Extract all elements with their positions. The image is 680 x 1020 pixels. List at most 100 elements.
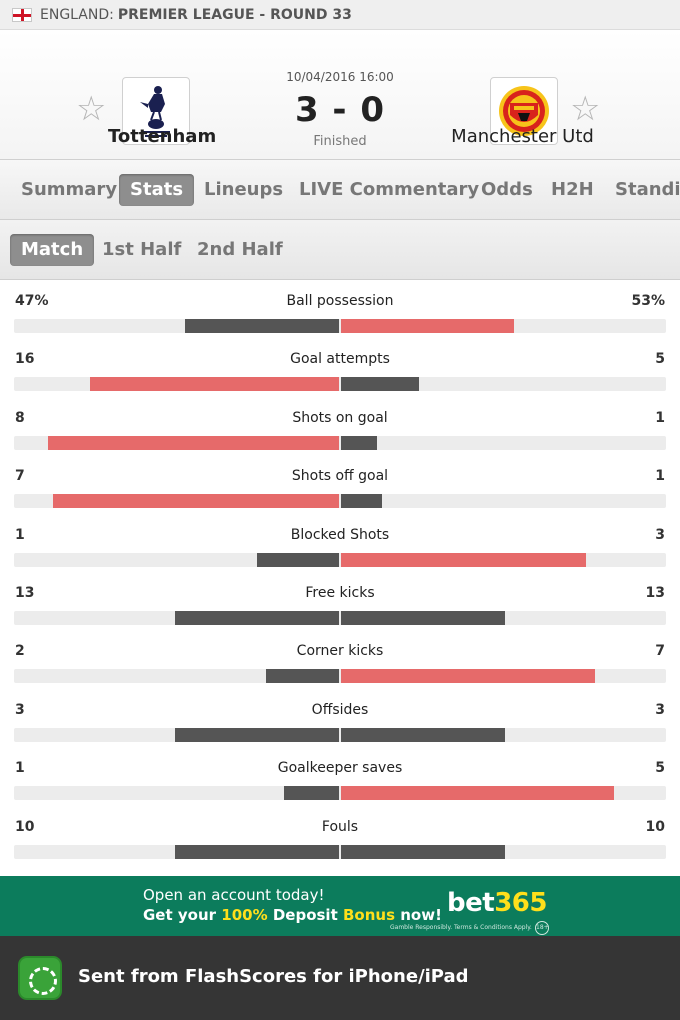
subtab-2nd-half[interactable]: 2nd Half <box>197 239 283 260</box>
stat-home-value: 10 <box>15 818 35 835</box>
stat-bar-home <box>175 844 339 859</box>
stat-row: 10 Fouls 10 <box>0 808 680 866</box>
stat-bar-away <box>341 844 505 859</box>
tab-stats[interactable]: Stats <box>119 174 195 206</box>
stat-name: Free kicks <box>305 584 375 601</box>
league-competition: PREMIER LEAGUE - ROUND 33 <box>117 6 352 23</box>
stat-bar-away <box>341 610 505 625</box>
tab-summary[interactable]: Summary <box>21 179 118 200</box>
stat-bar-home <box>284 786 339 801</box>
stat-name: Blocked Shots <box>290 526 390 543</box>
ad-banner[interactable]: Open an account today! Get your 100% Dep… <box>0 876 680 936</box>
stat-bar-away <box>341 494 382 509</box>
subtab-match[interactable]: Match <box>10 234 95 266</box>
stat-row: 47% Ball possession 53% <box>0 282 680 340</box>
stat-name: Goalkeeper saves <box>277 760 403 777</box>
main-tabs: Summary Stats Lineups LIVE Commentary Od… <box>0 160 680 220</box>
stat-row: 16 Goal attempts 5 <box>0 340 680 398</box>
stat-name: Shots off goal <box>291 468 389 485</box>
man-utd-crest-icon[interactable] <box>490 77 558 145</box>
stat-away-value: 10 <box>645 818 665 835</box>
stat-bar-home <box>175 610 339 625</box>
sent-from-text: Sent from FlashScores for iPhone/iPad <box>78 966 469 987</box>
stat-away-value: 5 <box>655 351 665 368</box>
flashscore-app-icon[interactable] <box>18 956 62 1000</box>
share-footer: Sent from FlashScores for iPhone/iPad <box>0 936 680 1020</box>
age-badge: 18+ <box>535 921 549 935</box>
stat-home-value: 8 <box>15 409 25 426</box>
stat-row: 13 Free kicks 13 <box>0 574 680 632</box>
stat-name: Shots on goal <box>292 409 388 426</box>
stat-bar-home <box>185 319 339 333</box>
stat-away-value: 3 <box>655 701 665 718</box>
match-score: 3 - 0 <box>294 90 386 130</box>
stat-bar-home <box>257 552 339 567</box>
stat-home-value: 1 <box>15 526 25 543</box>
stats-list: 47% Ball possession 53% 16 Goal attempts 5 8 Sh… <box>0 282 680 866</box>
stat-bar-away <box>341 727 505 742</box>
stat-away-value: 7 <box>655 643 665 660</box>
stat-away-value: 1 <box>655 468 665 485</box>
stat-away-value: 1 <box>655 409 665 426</box>
stat-row: 1 Blocked Shots 3 <box>0 516 680 574</box>
stat-row: 8 Shots on goal 1 <box>0 399 680 457</box>
period-tabs: Match 1st Half 2nd Half <box>0 220 680 280</box>
away-team-name[interactable]: Manchester Utd <box>451 126 594 147</box>
league-bar: ENGLAND: PREMIER LEAGUE - ROUND 33 <box>0 0 680 30</box>
stat-name: Corner kicks <box>296 643 384 660</box>
stat-row: 2 Corner kicks 7 <box>0 632 680 690</box>
stat-bar-track <box>14 844 666 859</box>
stat-bar-track <box>14 610 666 625</box>
away-favorite-star-icon[interactable]: ☆ <box>570 89 601 129</box>
stat-row: 7 Shots off goal 1 <box>0 457 680 515</box>
stat-bar-away <box>341 319 514 333</box>
stat-bar-away <box>341 786 614 801</box>
stat-bar-away <box>341 377 419 392</box>
match-status: Finished <box>313 134 367 149</box>
stat-home-value: 3 <box>15 701 25 718</box>
stat-away-value: 3 <box>655 526 665 543</box>
stat-bar-home <box>53 494 339 509</box>
stat-bar-track <box>14 319 666 333</box>
stat-bar-home <box>48 435 339 450</box>
stat-bar-away <box>341 552 586 567</box>
stat-bar-track <box>14 727 666 742</box>
stat-bar-home <box>266 669 339 684</box>
tab-standings[interactable]: Standi <box>615 179 680 200</box>
stat-row: 3 Offsides 3 <box>0 691 680 749</box>
stat-home-value: 1 <box>15 760 25 777</box>
england-flag-icon <box>12 7 32 22</box>
stat-row: 1 Goalkeeper saves 5 <box>0 749 680 807</box>
ad-headline: Open an account today! <box>143 886 325 904</box>
stat-name: Ball possession <box>286 293 394 309</box>
match-header: ☆ 10/04/2016 16:00 3 - 0 Finished ☆ <box>0 30 680 160</box>
tab-odds[interactable]: Odds <box>481 179 533 200</box>
stat-away-value: 5 <box>655 760 665 777</box>
stat-home-value: 7 <box>15 468 25 485</box>
bet365-logo: bet365 <box>447 888 547 918</box>
tab-h2h[interactable]: H2H <box>551 179 594 200</box>
stat-name: Offsides <box>311 701 369 718</box>
tottenham-crest-icon[interactable] <box>122 77 190 145</box>
match-datetime: 10/04/2016 16:00 <box>286 70 394 84</box>
subtab-1st-half[interactable]: 1st Half <box>102 239 182 260</box>
stat-away-value: 13 <box>645 584 665 601</box>
stat-bar-home <box>175 727 339 742</box>
ad-terms: Gamble Responsibly. Terms & Conditions A… <box>390 924 532 931</box>
tab-lineups[interactable]: Lineups <box>204 179 284 200</box>
league-country: ENGLAND: <box>40 6 114 23</box>
home-favorite-star-icon[interactable]: ☆ <box>76 89 107 129</box>
stat-home-value: 2 <box>15 643 25 660</box>
stat-bar-home <box>90 377 339 392</box>
stat-bar-away <box>341 669 595 684</box>
home-team-name[interactable]: Tottenham <box>108 126 217 147</box>
ad-offer: Get your 100% Deposit Bonus now! <box>143 906 442 924</box>
stat-home-value: 13 <box>15 584 35 601</box>
stat-home-value: 16 <box>15 351 35 368</box>
stat-away-value: 53% <box>631 293 665 309</box>
stat-name: Goal attempts <box>290 351 390 368</box>
stat-bar-away <box>341 435 377 450</box>
stat-name: Fouls <box>321 818 359 835</box>
stat-home-value: 47% <box>15 293 49 309</box>
tab-live-commentary[interactable]: LIVE Commentary <box>299 179 480 200</box>
